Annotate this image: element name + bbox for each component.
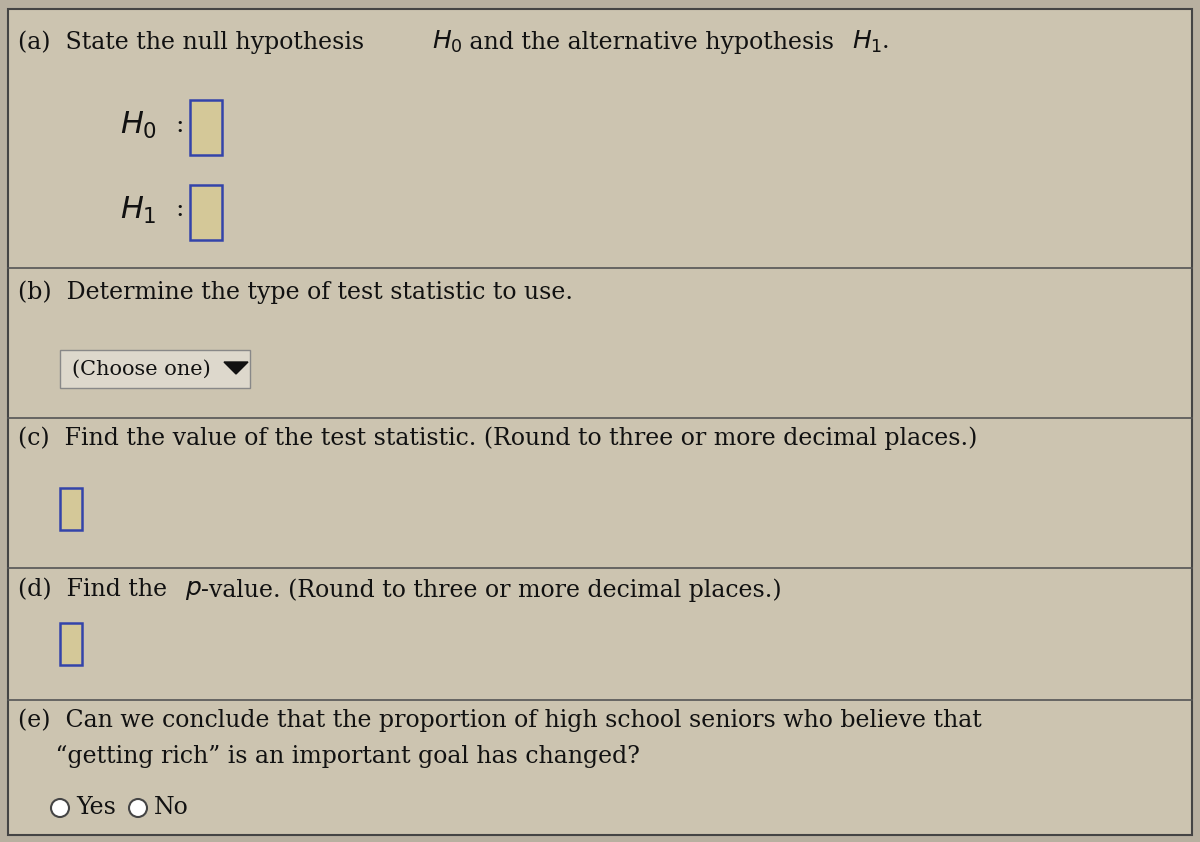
Text: (d)  Find the: (d) Find the bbox=[18, 578, 175, 601]
Text: :: : bbox=[168, 114, 192, 136]
FancyBboxPatch shape bbox=[60, 350, 250, 388]
Text: $H_1$: $H_1$ bbox=[852, 29, 882, 55]
Text: $H_0$: $H_0$ bbox=[432, 29, 463, 55]
Text: and the alternative hypothesis: and the alternative hypothesis bbox=[462, 30, 841, 54]
Text: $H_0$: $H_0$ bbox=[120, 109, 157, 141]
Polygon shape bbox=[224, 362, 248, 374]
Text: $H_1$: $H_1$ bbox=[120, 195, 156, 226]
Text: Yes: Yes bbox=[76, 797, 116, 819]
Text: $p$: $p$ bbox=[185, 578, 202, 601]
Text: .: . bbox=[882, 30, 889, 54]
FancyBboxPatch shape bbox=[60, 488, 82, 530]
Text: (Choose one): (Choose one) bbox=[72, 360, 217, 379]
Text: (c)  Find the value of the test statistic. (Round to three or more decimal place: (c) Find the value of the test statistic… bbox=[18, 426, 977, 450]
Text: No: No bbox=[154, 797, 188, 819]
FancyBboxPatch shape bbox=[190, 185, 222, 240]
FancyBboxPatch shape bbox=[190, 100, 222, 155]
Text: -value. (Round to three or more decimal places.): -value. (Round to three or more decimal … bbox=[202, 578, 781, 602]
Circle shape bbox=[50, 799, 70, 817]
Text: (a)  State the null hypothesis: (a) State the null hypothesis bbox=[18, 30, 372, 54]
FancyBboxPatch shape bbox=[60, 623, 82, 665]
Text: (e)  Can we conclude that the proportion of high school seniors who believe that: (e) Can we conclude that the proportion … bbox=[18, 708, 982, 732]
Text: :: : bbox=[168, 199, 192, 221]
Text: “getting rich” is an important goal has changed?: “getting rich” is an important goal has … bbox=[18, 744, 640, 768]
FancyBboxPatch shape bbox=[8, 9, 1192, 835]
Circle shape bbox=[130, 799, 148, 817]
Text: (b)  Determine the type of test statistic to use.: (b) Determine the type of test statistic… bbox=[18, 280, 574, 304]
